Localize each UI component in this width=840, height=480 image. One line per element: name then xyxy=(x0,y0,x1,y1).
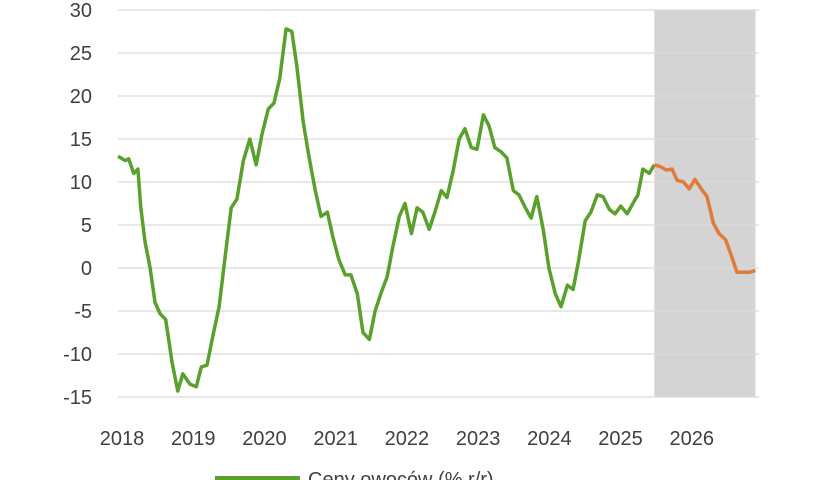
y-tick-label: 0 xyxy=(81,258,92,280)
data-line xyxy=(653,163,756,275)
y-tick-label: 5 xyxy=(81,215,92,237)
x-tick-label: 2022 xyxy=(385,428,430,450)
y-tick-label: 25 xyxy=(70,43,92,65)
x-tick-label: 2025 xyxy=(598,428,643,450)
x-tick-label: 2024 xyxy=(527,428,572,450)
y-tick-label: 20 xyxy=(70,86,92,108)
x-tick-label: 2020 xyxy=(242,428,287,450)
data-line xyxy=(117,27,656,393)
y-tick-label: 10 xyxy=(70,172,92,194)
y-tick-label: 15 xyxy=(70,129,92,151)
y-tick-label: -5 xyxy=(74,301,92,323)
y-tick-label: 30 xyxy=(70,0,92,22)
x-tick-label: 2021 xyxy=(313,428,358,450)
x-tick-label: 2019 xyxy=(171,428,216,450)
y-tick-label: -15 xyxy=(63,387,92,409)
y-tick-label: -10 xyxy=(63,344,92,366)
forecast-shade xyxy=(654,10,756,397)
x-tick-label: 2018 xyxy=(100,428,145,450)
legend-label: Ceny owoców (% r/r) xyxy=(308,469,494,480)
x-tick-label: 2023 xyxy=(456,428,501,450)
x-tick-label: 2026 xyxy=(670,428,715,450)
